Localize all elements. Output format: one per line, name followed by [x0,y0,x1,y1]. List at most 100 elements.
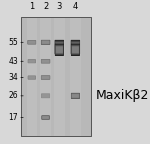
FancyBboxPatch shape [41,40,50,45]
FancyBboxPatch shape [71,41,80,53]
FancyBboxPatch shape [41,59,50,63]
FancyBboxPatch shape [71,93,80,99]
FancyBboxPatch shape [41,76,50,79]
FancyBboxPatch shape [28,40,36,44]
FancyBboxPatch shape [41,40,50,44]
FancyBboxPatch shape [42,116,49,119]
FancyBboxPatch shape [56,46,63,53]
FancyBboxPatch shape [42,116,49,119]
FancyBboxPatch shape [41,60,50,63]
FancyBboxPatch shape [55,41,64,53]
FancyBboxPatch shape [72,42,79,52]
FancyBboxPatch shape [42,76,50,79]
FancyBboxPatch shape [42,116,49,119]
FancyBboxPatch shape [28,41,36,44]
FancyBboxPatch shape [71,45,80,55]
FancyBboxPatch shape [42,116,49,119]
FancyBboxPatch shape [71,44,80,55]
FancyBboxPatch shape [28,76,35,79]
FancyBboxPatch shape [72,43,79,51]
FancyBboxPatch shape [28,60,35,62]
FancyBboxPatch shape [72,46,79,54]
FancyBboxPatch shape [40,17,51,136]
FancyBboxPatch shape [42,116,50,120]
FancyBboxPatch shape [56,43,63,51]
FancyBboxPatch shape [55,44,63,55]
FancyBboxPatch shape [42,60,49,63]
FancyBboxPatch shape [28,60,35,63]
FancyBboxPatch shape [56,43,63,51]
FancyBboxPatch shape [71,93,80,99]
FancyBboxPatch shape [55,45,63,55]
FancyBboxPatch shape [28,76,35,79]
FancyBboxPatch shape [28,59,36,63]
FancyBboxPatch shape [56,42,63,52]
FancyBboxPatch shape [55,41,63,53]
FancyBboxPatch shape [71,41,80,53]
FancyBboxPatch shape [28,76,36,79]
FancyBboxPatch shape [71,40,80,54]
Text: MaxiKβ2: MaxiKβ2 [96,89,149,102]
FancyBboxPatch shape [42,76,49,79]
FancyBboxPatch shape [72,43,79,51]
FancyBboxPatch shape [28,41,35,43]
FancyBboxPatch shape [41,59,50,63]
FancyBboxPatch shape [42,94,50,98]
FancyBboxPatch shape [41,76,50,79]
FancyBboxPatch shape [72,94,79,98]
FancyBboxPatch shape [56,45,63,54]
Text: 1: 1 [29,2,34,11]
FancyBboxPatch shape [42,116,49,119]
Text: 26: 26 [9,91,18,100]
FancyBboxPatch shape [55,40,64,54]
FancyBboxPatch shape [42,60,49,63]
FancyBboxPatch shape [72,94,79,97]
FancyBboxPatch shape [72,46,79,53]
FancyBboxPatch shape [72,94,79,98]
FancyBboxPatch shape [29,60,35,62]
FancyBboxPatch shape [72,94,79,98]
FancyBboxPatch shape [28,60,35,63]
FancyBboxPatch shape [41,76,50,79]
FancyBboxPatch shape [28,41,36,44]
FancyBboxPatch shape [42,95,49,97]
FancyBboxPatch shape [41,94,50,98]
Text: 17: 17 [9,113,18,122]
FancyBboxPatch shape [72,47,79,53]
FancyBboxPatch shape [72,45,79,54]
FancyBboxPatch shape [28,60,36,63]
FancyBboxPatch shape [55,44,64,56]
FancyBboxPatch shape [70,17,81,136]
FancyBboxPatch shape [42,116,49,119]
Text: 34: 34 [8,73,18,82]
FancyBboxPatch shape [54,17,64,136]
FancyBboxPatch shape [42,94,49,97]
FancyBboxPatch shape [29,76,35,79]
FancyBboxPatch shape [42,94,49,97]
FancyBboxPatch shape [42,115,50,120]
FancyBboxPatch shape [42,94,50,98]
FancyBboxPatch shape [55,40,64,54]
FancyBboxPatch shape [41,94,50,98]
FancyBboxPatch shape [56,47,63,53]
Text: 3: 3 [57,2,62,11]
Text: 43: 43 [8,57,18,66]
FancyBboxPatch shape [71,44,80,55]
FancyBboxPatch shape [28,41,35,44]
FancyBboxPatch shape [28,76,36,79]
Text: 55: 55 [8,38,18,47]
FancyBboxPatch shape [42,41,49,44]
FancyBboxPatch shape [27,40,36,44]
FancyBboxPatch shape [41,59,50,63]
FancyBboxPatch shape [41,75,50,80]
FancyBboxPatch shape [42,76,49,79]
FancyBboxPatch shape [42,60,50,63]
FancyBboxPatch shape [71,42,79,52]
FancyBboxPatch shape [55,42,63,52]
FancyBboxPatch shape [28,59,36,63]
FancyBboxPatch shape [42,41,49,44]
Text: 2: 2 [43,2,48,11]
FancyBboxPatch shape [71,40,80,54]
FancyBboxPatch shape [56,46,63,54]
FancyBboxPatch shape [28,76,35,79]
